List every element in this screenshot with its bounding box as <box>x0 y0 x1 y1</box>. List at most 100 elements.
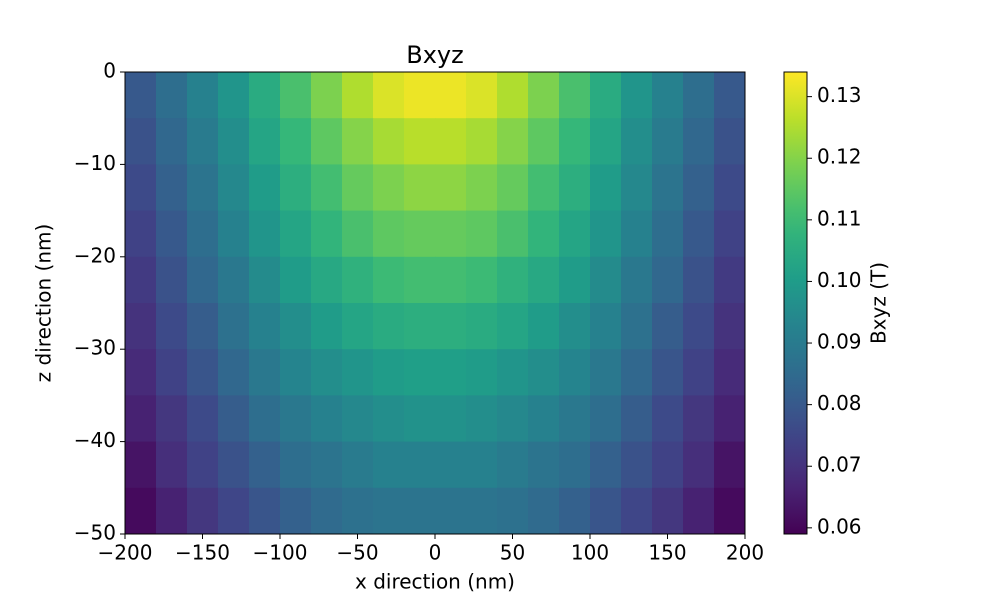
heatmap-cell <box>714 349 746 396</box>
heatmap-cell <box>156 72 188 119</box>
heatmap-cell <box>218 487 250 535</box>
heatmap-cell <box>528 303 560 350</box>
heatmap-cell <box>249 303 281 350</box>
heatmap-cell <box>435 256 467 304</box>
heatmap-cell <box>621 164 653 212</box>
heatmap-cell <box>683 303 715 350</box>
heatmap-cell <box>466 303 498 350</box>
heatmap-cell <box>280 441 312 489</box>
heatmap-cell <box>218 256 250 304</box>
heatmap-cell <box>404 441 436 489</box>
heatmap-cell <box>404 118 436 165</box>
heatmap-cell <box>311 303 343 350</box>
heatmap-cell <box>559 210 591 258</box>
heatmap-cell <box>714 72 746 119</box>
heatmap-cell <box>311 349 343 396</box>
heatmap-cell <box>373 210 405 258</box>
heatmap-cell <box>125 441 157 489</box>
heatmap-cell <box>528 395 560 443</box>
heatmap-cell <box>683 72 715 119</box>
colorbar-label: Bxyz (T) <box>867 262 891 344</box>
heatmap-cell <box>714 487 746 535</box>
heatmap-cell <box>125 303 157 350</box>
heatmap-cell <box>466 256 498 304</box>
heatmap-cell <box>373 72 405 119</box>
colorbar-tick-label: 0.08 <box>817 391 862 415</box>
heatmap-cell <box>714 303 746 350</box>
heatmap-cell <box>683 210 715 258</box>
heatmap-cell <box>404 395 436 443</box>
y-tick-label: −40 <box>74 428 116 452</box>
heatmap-cell <box>156 441 188 489</box>
heatmap-cell <box>342 256 374 304</box>
heatmap-cell <box>621 441 653 489</box>
heatmap-cell <box>156 164 188 212</box>
heatmap-cell <box>435 349 467 396</box>
heatmap-cell <box>373 303 405 350</box>
heatmap-cell <box>497 441 529 489</box>
heatmap-cell <box>528 349 560 396</box>
heatmap-cell <box>559 303 591 350</box>
heatmap-cell <box>125 72 157 119</box>
heatmap-cell <box>373 256 405 304</box>
heatmap-cell <box>497 395 529 443</box>
heatmap-cell <box>652 395 684 443</box>
heatmap-cell <box>342 349 374 396</box>
heatmap-cell <box>683 118 715 165</box>
heatmap-cell <box>621 72 653 119</box>
heatmap-cell <box>435 210 467 258</box>
heatmap-cell <box>280 210 312 258</box>
heatmap-cell <box>590 441 622 489</box>
heatmap-cell <box>404 256 436 304</box>
heatmap-cell <box>342 303 374 350</box>
colorbar-tick-label: 0.11 <box>817 206 862 230</box>
heatmap-cell <box>125 118 157 165</box>
y-tick-label: 0 <box>103 59 116 83</box>
heatmap-cell <box>590 210 622 258</box>
heatmap-cell <box>497 487 529 535</box>
heatmap-cell <box>404 164 436 212</box>
heatmap-cell <box>156 395 188 443</box>
heatmap-cell <box>559 349 591 396</box>
heatmap-cell <box>373 164 405 212</box>
y-tick-label: −20 <box>74 243 116 267</box>
heatmap-cell <box>652 441 684 489</box>
colorbar-tick-label: 0.07 <box>817 453 862 477</box>
heatmap-cell <box>187 487 219 535</box>
heatmap-cell <box>683 487 715 535</box>
heatmap-cell <box>280 303 312 350</box>
heatmap-cell <box>497 118 529 165</box>
heatmap-cell <box>156 349 188 396</box>
heatmap-cell <box>311 395 343 443</box>
heatmap-cell <box>466 72 498 119</box>
heatmap-cell <box>311 487 343 535</box>
heatmap-cell <box>342 118 374 165</box>
heatmap-cell <box>156 487 188 535</box>
heatmap-cell <box>311 210 343 258</box>
heatmap-cell <box>125 395 157 443</box>
heatmap-cell <box>218 349 250 396</box>
heatmap-cell <box>404 349 436 396</box>
heatmap-cell <box>342 164 374 212</box>
heatmap-cell <box>590 164 622 212</box>
heatmap-cell <box>528 441 560 489</box>
heatmap-cell <box>466 487 498 535</box>
heatmap-cell <box>528 256 560 304</box>
heatmap-cell <box>683 164 715 212</box>
heatmap-cell <box>249 395 281 443</box>
heatmap-cell <box>218 210 250 258</box>
heatmap-cell <box>621 256 653 304</box>
heatmap-cell <box>590 303 622 350</box>
heatmap-cell <box>621 487 653 535</box>
heatmap-cell <box>342 72 374 119</box>
heatmap-cell <box>621 210 653 258</box>
heatmap-cell <box>559 395 591 443</box>
heatmap-cell <box>435 303 467 350</box>
y-tick-label: −10 <box>74 151 116 175</box>
colorbar-tick-label: 0.06 <box>817 514 862 538</box>
heatmap-cell <box>218 303 250 350</box>
heatmap-cell <box>249 441 281 489</box>
heatmap-cell <box>714 164 746 212</box>
x-tick-label: 0 <box>429 541 442 565</box>
